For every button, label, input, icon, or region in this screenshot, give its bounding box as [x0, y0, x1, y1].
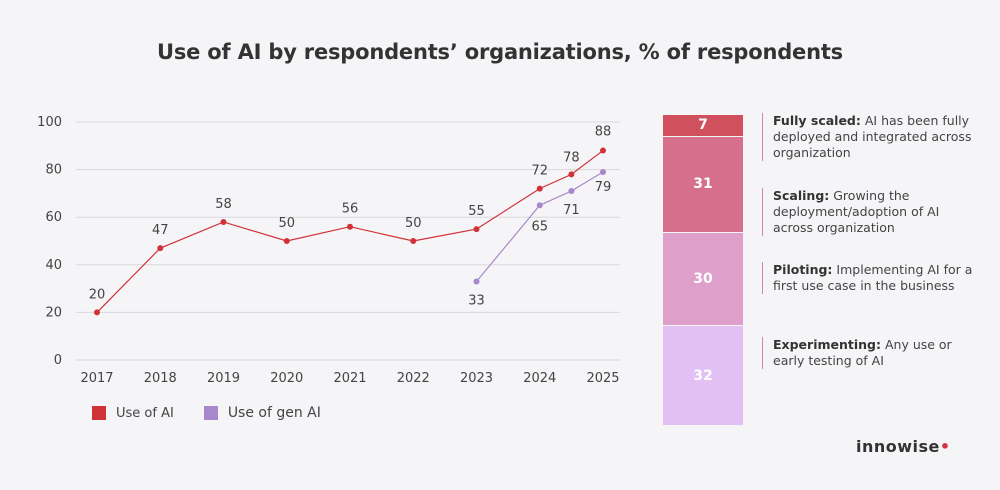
x-tick-label: 2018 — [144, 371, 177, 386]
data-label: 58 — [215, 197, 232, 212]
stage-description: Any use or early testing of AI — [773, 337, 952, 368]
x-tick-label: 2024 — [523, 371, 556, 386]
x-tick-label: 2019 — [207, 371, 240, 386]
legend: Use of AI Use of gen AI — [92, 405, 351, 421]
legend-swatch-use-of-ai — [92, 406, 106, 420]
series-line-use-of-gen-ai — [476, 171, 604, 282]
x-tick-label: 2023 — [460, 371, 493, 386]
data-label: 78 — [563, 150, 580, 165]
stage-name: Scaling: — [773, 188, 830, 203]
data-point — [410, 238, 417, 244]
stack-segment-fully-scaled: 7 — [663, 115, 743, 137]
stage-description: Growing the deployment/adoption of AI ac… — [773, 188, 940, 235]
data-point — [157, 245, 164, 252]
data-label: 72 — [531, 164, 548, 179]
data-point — [473, 278, 480, 285]
y-tick-label: 0 — [54, 353, 62, 368]
stack-segment-experimenting: 32 — [663, 326, 743, 426]
data-point — [347, 223, 353, 230]
stage-name: Fully scaled: — [773, 113, 861, 128]
data-point — [600, 168, 606, 175]
data-label: 88 — [595, 125, 612, 140]
data-point — [568, 171, 575, 178]
x-tick-label: 2025 — [586, 371, 619, 386]
stage-scaling: Scaling: Growing the deployment/adoption… — [762, 188, 983, 236]
data-label: 50 — [278, 216, 295, 231]
stage-piloting: Piloting: Implementing AI for a first us… — [762, 262, 983, 294]
data-label: 50 — [405, 216, 422, 231]
stack-segment-scaling: 31 — [663, 136, 743, 234]
y-tick-label: 80 — [45, 163, 62, 178]
y-tick-label: 60 — [45, 210, 62, 225]
data-label: 56 — [342, 202, 359, 217]
stacked-bar: 7 31 30 32 — [663, 115, 743, 426]
data-point — [568, 188, 575, 195]
legend-swatch-use-of-gen-ai — [203, 406, 218, 420]
data-label: 47 — [152, 223, 169, 238]
y-tick-label: 40 — [45, 258, 62, 273]
data-label: 65 — [531, 219, 548, 234]
innowise-logo: innowise• — [856, 437, 951, 456]
data-point — [600, 147, 606, 154]
data-point — [473, 226, 480, 233]
data-point — [94, 309, 100, 316]
stage-name: Piloting: — [773, 262, 833, 277]
legend-item-use-of-gen-ai: Use of gen AI — [203, 405, 321, 421]
legend-label-use-of-ai: Use of AI — [116, 405, 174, 421]
stage-experimenting: Experimenting: Any use or early testing … — [762, 337, 983, 369]
data-point — [220, 218, 227, 225]
data-point — [536, 185, 543, 192]
stage-description: AI has been fully deployed and integrate… — [773, 113, 972, 160]
series-line-use-of-ai — [96, 150, 604, 313]
x-tick-label: 2020 — [270, 371, 303, 386]
data-label: 55 — [468, 204, 485, 219]
legend-label-use-of-gen-ai: Use of gen AI — [227, 405, 321, 421]
data-label: 33 — [468, 293, 485, 308]
x-tick-label: 2021 — [333, 371, 366, 386]
y-tick-label: 100 — [37, 115, 62, 130]
x-tick-label: 2017 — [80, 371, 113, 386]
stage-name: Experimenting: — [773, 337, 881, 352]
legend-item-use-of-ai: Use of AI — [92, 406, 174, 421]
stage-fully-scaled: Fully scaled: AI has been fully deployed… — [762, 113, 983, 161]
stack-segment-piloting: 30 — [663, 233, 743, 327]
data-label: 20 — [89, 287, 106, 302]
chart-title: Use of AI by respondents’ organizations,… — [157, 40, 843, 64]
data-point — [283, 238, 290, 244]
x-tick-label: 2022 — [397, 371, 430, 386]
data-point — [536, 202, 543, 209]
stage-description: Implementing AI for a first use case in … — [773, 262, 973, 293]
data-label: 71 — [563, 203, 580, 218]
logo-text: innowise — [856, 437, 940, 456]
y-tick-label: 20 — [45, 305, 62, 320]
data-label: 79 — [595, 180, 612, 195]
logo-dot: • — [939, 437, 951, 456]
